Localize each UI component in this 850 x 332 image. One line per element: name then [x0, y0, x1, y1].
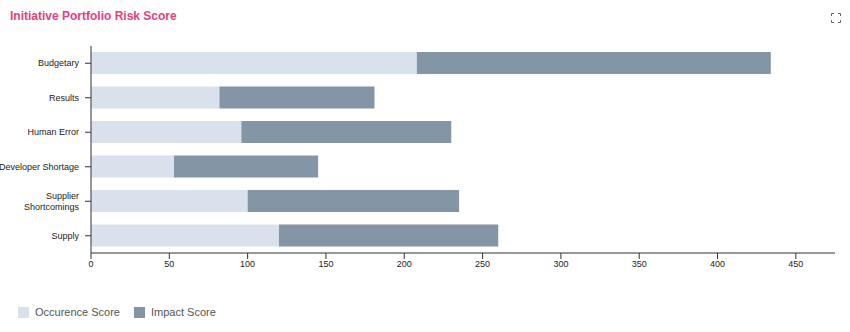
svg-text:0: 0: [88, 259, 93, 269]
svg-text:250: 250: [475, 259, 490, 269]
svg-text:Human Error: Human Error: [27, 127, 79, 137]
html-text:Impact Score: Impact Score: [151, 306, 216, 318]
svg-text:Results: Results: [49, 93, 80, 103]
svg-text:Developer Shortage: Developer Shortage: [8, 162, 79, 172]
svg-text:200: 200: [397, 259, 412, 269]
svg-text:300: 300: [553, 259, 568, 269]
svg-text:350: 350: [632, 259, 647, 269]
svg-text:50: 50: [164, 259, 174, 269]
svg-text:450: 450: [788, 259, 803, 269]
svg-text:Budgetary: Budgetary: [38, 58, 80, 68]
svg-text:SupplierShortcomings: SupplierShortcomings: [24, 191, 80, 212]
html-text:Initiative Portfolio Risk Scor: Initiative Portfolio Risk Score: [10, 9, 177, 23]
svg-text:400: 400: [710, 259, 725, 269]
html-text:Occurence Score: Occurence Score: [35, 306, 120, 318]
svg-text:100: 100: [240, 259, 255, 269]
svg-text:150: 150: [318, 259, 333, 269]
svg-text:Supply: Supply: [51, 231, 79, 241]
